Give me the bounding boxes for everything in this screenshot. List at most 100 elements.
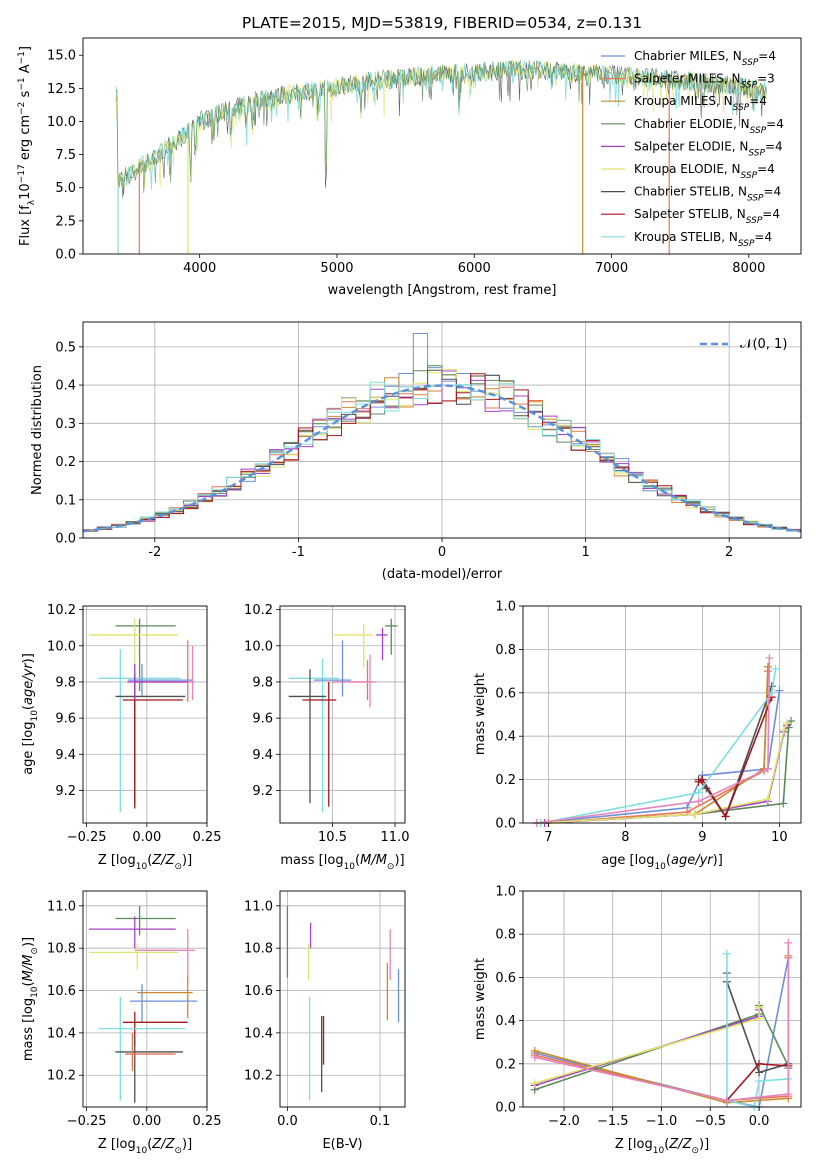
series-marker [765, 654, 774, 663]
axes-mass_vs_Z: −0.25 0.00 0.25 10.2 10.4 10.6 10.8 11.0 Z [log1… [21, 890, 221, 1156]
plot-area [286, 905, 400, 1101]
legend-label: Salpeter MILES, NSSP=3 [634, 72, 775, 91]
x-tick-label: 7 [544, 830, 552, 845]
y-tick-label: 0.6 [495, 971, 516, 986]
legend-label: Chabrier STELIB, NSSP=4 [634, 185, 781, 204]
axes-weight_vs_age: 7 8 9 10 0.0 0.2 0.4 0.6 0.8 1.0 age [log10(age/yr… [473, 600, 802, 872]
series-marker [690, 810, 699, 819]
x-tick-label: 5000 [320, 261, 353, 276]
x-tick-label: 0.1 [370, 1114, 391, 1129]
y-axis-label: age [log10(age/yr)] [21, 653, 40, 775]
x-tick-label: −0.25 [67, 1114, 107, 1129]
series-marker [755, 1003, 764, 1012]
y-tick-label: 1.0 [495, 600, 516, 615]
y-tick-label: 10.2 [47, 603, 76, 618]
y-tick-label: 0.3 [55, 417, 76, 432]
series-marker [694, 797, 703, 806]
x-axis-label: (data-model)/error [382, 567, 503, 582]
series-marker [530, 1053, 539, 1062]
series-marker [755, 1059, 764, 1068]
plot-area [530, 938, 793, 1111]
axes-frame [82, 321, 802, 539]
series-marker [694, 788, 703, 797]
legend: Chabrier MILES, NSSP=4 Salpeter MILES, NS… [601, 49, 784, 249]
x-tick-label: 1 [581, 545, 589, 560]
y-axis-label: Normed distribution [30, 365, 45, 495]
x-tick-label: 0.25 [193, 830, 222, 845]
y-tick-label: 0.4 [495, 1014, 516, 1029]
y-tick-label: 10.2 [47, 1069, 76, 1084]
y-tick-label: 7.5 [55, 148, 76, 163]
y-tick-label: 0.0 [55, 532, 76, 547]
y-tick-label: 9.8 [55, 675, 76, 690]
y-tick-label: 0.4 [55, 379, 76, 394]
axes-mass_vs_ebv: 0.0 0.1 10.2 10.4 10.6 10.8 11.0 E(B-V) [244, 890, 406, 1152]
x-axis-label: Z [log10(Z/Z⊙)] [98, 853, 192, 872]
plot-area [89, 905, 198, 1103]
y-tick-label: 11.0 [47, 899, 76, 914]
axes-frame [522, 890, 802, 1108]
legend-label: Salpeter ELODIE, NSSP=4 [634, 139, 783, 158]
gridlines [523, 605, 801, 824]
plot-area [115, 59, 767, 254]
y-tick-label: 0.2 [495, 773, 516, 788]
y-tick-label: 9.4 [252, 748, 273, 763]
legend-label: 𝒩(0, 1) [740, 337, 787, 352]
axes-age_vs_Z: −0.25 0.00 0.25 9.2 9.4 9.6 9.8 10.0 10.2 Z [log1… [21, 603, 221, 872]
series-line [726, 953, 789, 1108]
charts: 4000 5000 6000 7000 80000.02.55.07.510.012.5… [17, 37, 802, 1156]
series-marker [755, 1014, 764, 1023]
axes-residuals: -2 -1 0 1 2 0.0 0.1 0.2 0.3 0.4 0.5 (data-model)/er… [30, 321, 802, 582]
axes-age_vs_mass: 10.5 11.0 9.2 9.4 9.6 9.8 10.0 10.2 mass [log10(… [244, 603, 409, 872]
y-tick-label: 0.0 [495, 817, 516, 832]
plot-area [82, 333, 802, 538]
series-marker [780, 725, 789, 734]
plot-area [89, 618, 195, 813]
y-tick-label: 10.6 [47, 984, 76, 999]
x-axis-label: mass [log10(M/M⊙)] [280, 853, 404, 872]
y-tick-label: 0.1 [55, 493, 76, 508]
x-tick-label: 8000 [732, 261, 765, 276]
y-tick-label: 0.8 [495, 928, 516, 943]
series-marker [763, 662, 772, 671]
series-marker [784, 938, 793, 947]
series-marker [771, 664, 780, 673]
y-tick-label: 1.0 [495, 885, 516, 900]
series-marker [722, 949, 731, 958]
y-tick-label: 10.6 [244, 984, 273, 999]
series-marker [763, 795, 772, 804]
y-tick-label: 5.0 [55, 181, 76, 196]
x-axis-label: Z [log10(Z/Z⊙)] [615, 1137, 709, 1156]
axes-frame [82, 890, 208, 1108]
series-marker [698, 775, 707, 784]
x-tick-label: 4000 [183, 261, 216, 276]
y-tick-label: 9.4 [55, 748, 76, 763]
x-tick-label: −0.5 [694, 1114, 726, 1129]
y-tick-label: 0.0 [495, 1101, 516, 1116]
axes-frame [522, 605, 802, 824]
series-marker [784, 1090, 793, 1099]
y-axis-label: mass weight [473, 673, 488, 755]
axes-frame [279, 890, 406, 1108]
y-tick-label: 11.0 [244, 899, 273, 914]
x-tick-label: 10.5 [318, 830, 347, 845]
y-tick-label: 10.2 [244, 1069, 273, 1084]
y-tick-label: 10.0 [47, 639, 76, 654]
x-tick-label: 0 [438, 545, 446, 560]
plot-area [532, 654, 795, 827]
series-marker [763, 764, 772, 773]
figure-title: PLATE=2015, MJD=53819, FIBERID=0534, z=0… [242, 14, 642, 32]
y-tick-label: 10.2 [244, 603, 273, 618]
x-axis-label: wavelength [Angstrom, rest frame] [328, 283, 557, 298]
x-tick-label: 2 [725, 545, 733, 560]
y-tick-label: 9.6 [252, 712, 273, 727]
series-marker [775, 686, 784, 695]
y-tick-label: 0.5 [55, 340, 76, 355]
y-tick-label: 0.2 [55, 455, 76, 470]
y-tick-label: 10.4 [244, 1026, 273, 1041]
plot-area [288, 618, 398, 813]
y-tick-label: 10.8 [47, 942, 76, 957]
x-tick-label: 7000 [595, 261, 628, 276]
axes-spectrum: 4000 5000 6000 7000 8000 0.0 2.5 5.0 7.5 10.0 12.5… [17, 37, 802, 298]
